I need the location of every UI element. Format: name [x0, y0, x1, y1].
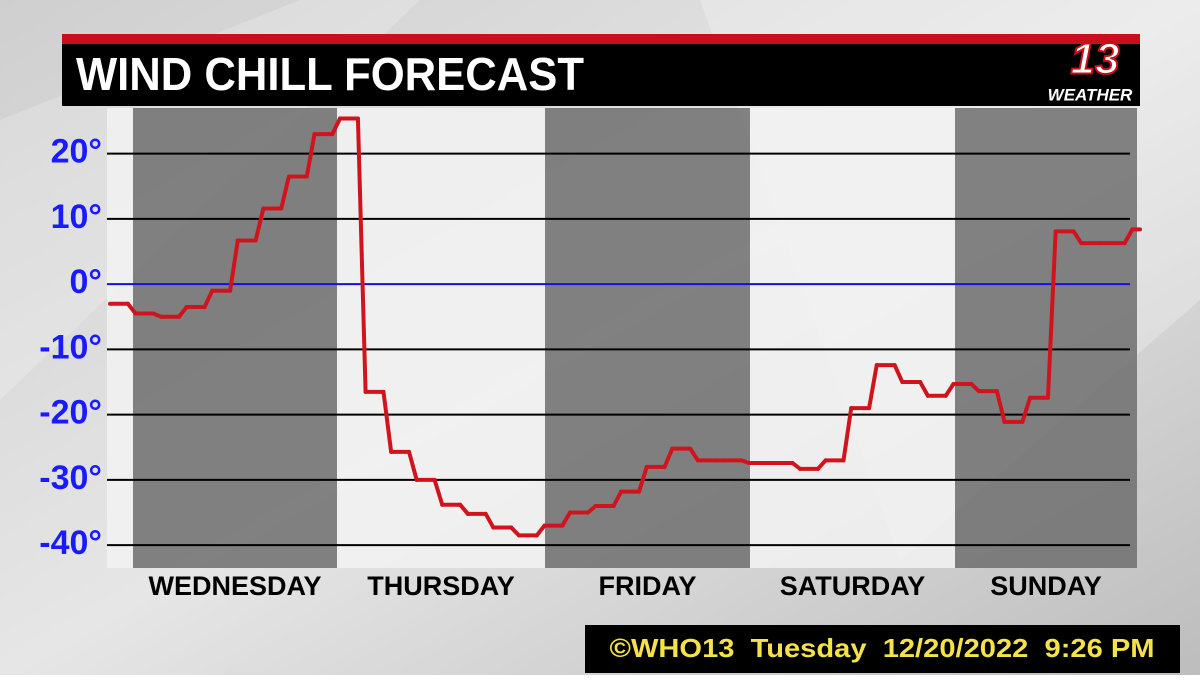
line-connector — [1071, 229, 1084, 246]
footer-box — [585, 625, 1180, 673]
line-connector — [637, 464, 649, 494]
column — [750, 108, 955, 568]
line-connector — [304, 132, 317, 179]
y-tick-label: 0° — [69, 263, 102, 301]
x-tick-label: FRIDAY — [598, 571, 696, 601]
column — [545, 108, 750, 568]
y-tick-label: -40° — [39, 524, 102, 562]
line-connector — [125, 301, 138, 316]
column — [337, 108, 545, 568]
x-tick-label: WEDNESDAY — [148, 571, 321, 601]
footer-text: ©WHO13 Tuesday 12/20/2022 9:26 PM — [610, 633, 1155, 663]
line-connector — [202, 288, 215, 310]
line-connector — [1122, 227, 1135, 246]
line-connector — [228, 238, 240, 293]
line-connector — [177, 305, 189, 319]
line-connector — [483, 511, 496, 530]
line-connector — [943, 382, 956, 398]
x-tick-label: SATURDAY — [780, 571, 926, 601]
line-connector — [994, 389, 1007, 424]
line-connector — [253, 206, 266, 243]
column — [133, 108, 337, 568]
logo-text: WEATHER — [1048, 85, 1133, 104]
logo-number: 13 — [1071, 35, 1120, 84]
column — [955, 108, 1137, 568]
chart-title: WIND CHILL FORECAST — [76, 48, 584, 100]
line-connector — [560, 510, 573, 528]
line-connector — [688, 446, 700, 463]
line-connector — [330, 116, 343, 137]
line-connector — [892, 363, 905, 385]
y-tick-label: 20° — [51, 133, 102, 171]
line-connector — [381, 389, 394, 454]
y-tick-label: -30° — [39, 459, 102, 497]
line-connector — [407, 449, 419, 482]
x-tick-label: SUNDAY — [990, 571, 1102, 601]
title-bar — [62, 44, 1140, 106]
line-connector — [355, 116, 368, 394]
line-connector — [279, 174, 291, 211]
y-tick-label: -10° — [39, 328, 102, 366]
y-tick-label: 10° — [51, 198, 102, 236]
line-connector — [841, 406, 854, 463]
line-connector — [1020, 395, 1033, 424]
y-tick-label: -20° — [39, 394, 102, 432]
line-connector — [432, 477, 445, 507]
line-connector — [662, 446, 675, 469]
column — [107, 108, 133, 568]
line-connector — [1045, 229, 1058, 400]
plot-background — [107, 108, 1137, 568]
line-connector — [611, 489, 624, 509]
line-connector — [534, 523, 547, 538]
line-connector — [918, 380, 930, 398]
line-connector — [867, 363, 879, 411]
x-tick-label: THURSDAY — [367, 571, 515, 601]
title-stripe — [62, 34, 1140, 44]
